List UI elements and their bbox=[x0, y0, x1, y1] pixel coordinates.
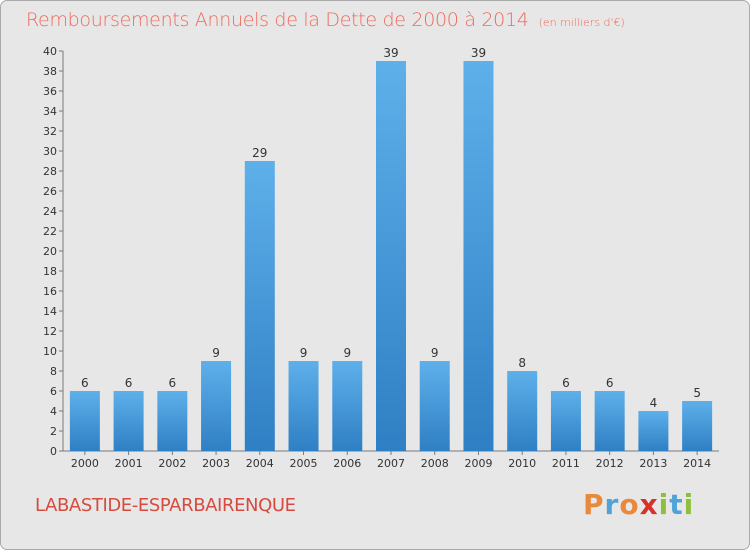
x-tick-label: 2005 bbox=[290, 457, 318, 470]
bars-group bbox=[69, 61, 713, 451]
x-tick-label: 2010 bbox=[508, 457, 536, 470]
bar bbox=[419, 361, 450, 451]
x-tick-label: 2013 bbox=[639, 457, 667, 470]
y-tick-label: 30 bbox=[43, 145, 57, 158]
logo-letter: r bbox=[604, 488, 620, 521]
y-tick-label: 20 bbox=[43, 245, 57, 258]
bar bbox=[332, 361, 363, 451]
logo-letter: i bbox=[683, 488, 695, 521]
proxiti-logo[interactable]: Proxiti bbox=[583, 488, 694, 521]
y-tick-label: 38 bbox=[43, 65, 57, 78]
bar-value-label: 9 bbox=[343, 346, 351, 360]
y-tick-label: 34 bbox=[43, 105, 57, 118]
x-tick-label: 2006 bbox=[333, 457, 361, 470]
labels-group: 6 2000 6 2001 6 2002 9 2003 29 2004 9 2005 9 2006 39 20… bbox=[71, 46, 711, 470]
bar-value-label: 6 bbox=[125, 376, 133, 390]
logo-letter: o bbox=[619, 488, 640, 521]
logo-letter: P bbox=[583, 488, 605, 521]
x-tick-label: 2004 bbox=[246, 457, 274, 470]
bar bbox=[113, 391, 144, 451]
bar bbox=[682, 401, 713, 451]
bar-value-label: 39 bbox=[383, 46, 398, 60]
x-tick-label: 2003 bbox=[202, 457, 230, 470]
bar bbox=[157, 391, 188, 451]
bar-value-label: 9 bbox=[212, 346, 220, 360]
chart-subtitle: (en milliers d'€) bbox=[538, 16, 625, 29]
bar bbox=[463, 61, 494, 451]
x-tick-label: 2001 bbox=[115, 457, 143, 470]
bar bbox=[507, 371, 538, 451]
bar-value-label: 5 bbox=[693, 386, 701, 400]
bar bbox=[594, 391, 625, 451]
y-tick-label: 28 bbox=[43, 165, 57, 178]
x-tick-label: 2008 bbox=[421, 457, 449, 470]
logo-letter: x bbox=[639, 488, 659, 521]
y-tick-label: 12 bbox=[43, 325, 57, 338]
bar-value-label: 6 bbox=[562, 376, 570, 390]
bar bbox=[201, 361, 232, 451]
bar-value-label: 8 bbox=[518, 356, 526, 370]
bar-value-label: 9 bbox=[300, 346, 308, 360]
y-tick-label: 18 bbox=[43, 265, 57, 278]
bar bbox=[288, 361, 319, 451]
y-tick-label: 26 bbox=[43, 185, 57, 198]
logo-letter: t bbox=[669, 488, 684, 521]
bar-value-label: 9 bbox=[431, 346, 439, 360]
y-tick-label: 6 bbox=[50, 385, 57, 398]
y-tick-label: 10 bbox=[43, 345, 57, 358]
x-tick-label: 2000 bbox=[71, 457, 99, 470]
x-tick-label: 2009 bbox=[464, 457, 492, 470]
x-tick-label: 2002 bbox=[158, 457, 186, 470]
y-tick-label: 8 bbox=[50, 365, 57, 378]
y-tick-label: 32 bbox=[43, 125, 57, 138]
x-tick-label: 2007 bbox=[377, 457, 405, 470]
y-tick-label: 0 bbox=[50, 445, 57, 458]
bar-value-label: 6 bbox=[606, 376, 614, 390]
y-tick-label: 36 bbox=[43, 85, 57, 98]
x-tick-label: 2014 bbox=[683, 457, 711, 470]
y-tick-label: 40 bbox=[43, 45, 57, 58]
bar-value-label: 6 bbox=[169, 376, 177, 390]
bar-value-label: 6 bbox=[81, 376, 89, 390]
bar-value-label: 29 bbox=[252, 146, 267, 160]
bar bbox=[638, 411, 669, 451]
chart-title: Remboursements Annuels de la Dette de 20… bbox=[26, 9, 625, 31]
x-tick-label: 2012 bbox=[596, 457, 624, 470]
logo-letter: i bbox=[658, 488, 670, 521]
bar bbox=[550, 391, 581, 451]
bar-value-label: 39 bbox=[471, 46, 486, 60]
y-tick-label: 2 bbox=[50, 425, 57, 438]
y-tick-label: 22 bbox=[43, 225, 57, 238]
place-name: LABASTIDE-ESPARBAIRENQUE bbox=[35, 495, 296, 516]
bar bbox=[244, 161, 275, 451]
x-tick-label: 2011 bbox=[552, 457, 580, 470]
y-tick-label: 4 bbox=[50, 405, 57, 418]
bar-value-label: 4 bbox=[650, 396, 658, 410]
y-tick-label: 24 bbox=[43, 205, 57, 218]
bar bbox=[69, 391, 100, 451]
y-tick-label: 16 bbox=[43, 285, 57, 298]
bar bbox=[376, 61, 406, 451]
y-tick-label: 14 bbox=[43, 305, 57, 318]
